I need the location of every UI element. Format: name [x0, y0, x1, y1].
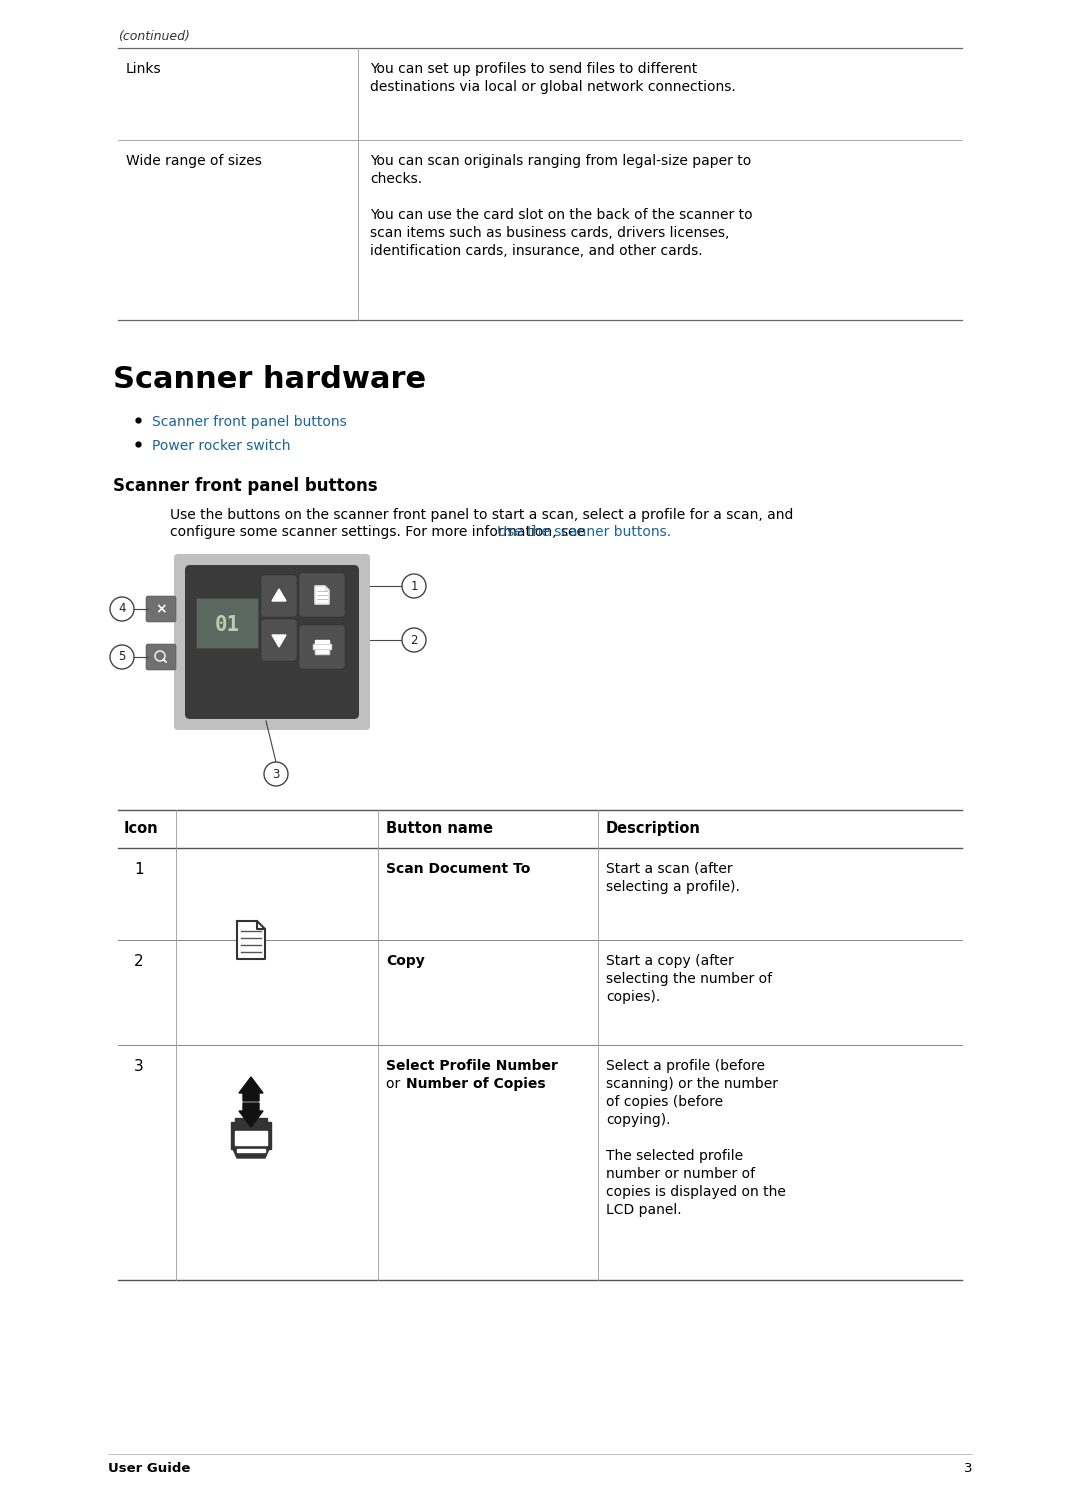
Polygon shape: [239, 1103, 264, 1127]
Text: configure some scanner settings. For more information, see: configure some scanner settings. For mor…: [170, 525, 590, 540]
Text: of copies (before: of copies (before: [606, 1094, 724, 1109]
Circle shape: [110, 597, 134, 620]
Text: scan items such as business cards, drivers licenses,: scan items such as business cards, drive…: [370, 226, 729, 241]
Circle shape: [402, 628, 426, 652]
Polygon shape: [235, 1132, 267, 1145]
FancyBboxPatch shape: [146, 644, 176, 670]
Text: Copy: Copy: [386, 954, 424, 967]
FancyBboxPatch shape: [174, 555, 370, 730]
Text: number or number of: number or number of: [606, 1168, 755, 1181]
Text: Select a profile (before: Select a profile (before: [606, 1058, 765, 1073]
Text: scanning) or the number: scanning) or the number: [606, 1076, 778, 1091]
Text: Select Profile Number: Select Profile Number: [386, 1058, 558, 1073]
Text: User Guide: User Guide: [108, 1462, 190, 1476]
Polygon shape: [315, 649, 329, 653]
Polygon shape: [237, 1150, 265, 1153]
Text: 01: 01: [214, 614, 240, 635]
Polygon shape: [231, 1123, 271, 1150]
Text: 1: 1: [410, 580, 418, 592]
Text: or: or: [386, 1076, 405, 1091]
Text: Scanner front panel buttons: Scanner front panel buttons: [152, 416, 347, 429]
Text: identification cards, insurance, and other cards.: identification cards, insurance, and oth…: [370, 244, 703, 259]
Text: 4: 4: [118, 602, 125, 616]
Text: destinations via local or global network connections.: destinations via local or global network…: [370, 81, 735, 94]
FancyBboxPatch shape: [195, 598, 258, 647]
Text: Start a scan (after: Start a scan (after: [606, 863, 732, 876]
FancyBboxPatch shape: [299, 625, 345, 668]
Text: Use the buttons on the scanner front panel to start a scan, select a profile for: Use the buttons on the scanner front pan…: [170, 508, 794, 522]
Polygon shape: [313, 644, 330, 649]
Text: You can scan originals ranging from legal-size paper to: You can scan originals ranging from lega…: [370, 154, 752, 167]
FancyBboxPatch shape: [185, 565, 359, 719]
Text: 3: 3: [963, 1462, 972, 1476]
Polygon shape: [237, 921, 265, 958]
Text: Scan Document To: Scan Document To: [386, 863, 530, 876]
Text: Number of Copies: Number of Copies: [406, 1076, 545, 1091]
Text: 1: 1: [134, 863, 144, 878]
FancyBboxPatch shape: [261, 619, 297, 661]
FancyBboxPatch shape: [146, 597, 176, 622]
Text: Scanner hardware: Scanner hardware: [113, 365, 427, 395]
Text: (continued): (continued): [118, 30, 190, 43]
Text: Power rocker switch: Power rocker switch: [152, 440, 291, 453]
Polygon shape: [235, 1118, 267, 1123]
Text: ×: ×: [156, 602, 166, 616]
Circle shape: [264, 762, 288, 786]
Text: selecting the number of: selecting the number of: [606, 972, 772, 987]
Text: LCD panel.: LCD panel.: [606, 1203, 681, 1217]
Polygon shape: [315, 640, 329, 644]
Polygon shape: [239, 1076, 264, 1100]
Text: 3: 3: [272, 767, 280, 780]
FancyBboxPatch shape: [261, 576, 297, 617]
Text: selecting a profile).: selecting a profile).: [606, 881, 740, 894]
Text: The selected profile: The selected profile: [606, 1150, 743, 1163]
Text: You can set up profiles to send files to different: You can set up profiles to send files to…: [370, 61, 698, 76]
Text: checks.: checks.: [370, 172, 422, 185]
Circle shape: [110, 644, 134, 668]
Text: Start a copy (after: Start a copy (after: [606, 954, 733, 967]
Text: Wide range of sizes: Wide range of sizes: [126, 154, 261, 167]
FancyBboxPatch shape: [299, 573, 345, 617]
Text: Icon: Icon: [124, 821, 159, 836]
Text: Button name: Button name: [386, 821, 492, 836]
Text: 2: 2: [134, 954, 144, 969]
Text: 5: 5: [119, 650, 125, 664]
Text: Scanner front panel buttons: Scanner front panel buttons: [113, 477, 378, 495]
Polygon shape: [315, 586, 329, 604]
Circle shape: [402, 574, 426, 598]
Text: copying).: copying).: [606, 1112, 671, 1127]
Text: You can use the card slot on the back of the scanner to: You can use the card slot on the back of…: [370, 208, 753, 221]
Text: 2: 2: [410, 634, 418, 646]
Text: copies is displayed on the: copies is displayed on the: [606, 1186, 786, 1199]
Text: 3: 3: [134, 1058, 144, 1073]
Text: Links: Links: [126, 61, 162, 76]
Polygon shape: [233, 1150, 269, 1159]
Polygon shape: [272, 589, 286, 601]
Text: copies).: copies).: [606, 990, 660, 1005]
Polygon shape: [272, 635, 286, 647]
Text: Description: Description: [606, 821, 701, 836]
Text: Use the scanner buttons.: Use the scanner buttons.: [497, 525, 671, 540]
